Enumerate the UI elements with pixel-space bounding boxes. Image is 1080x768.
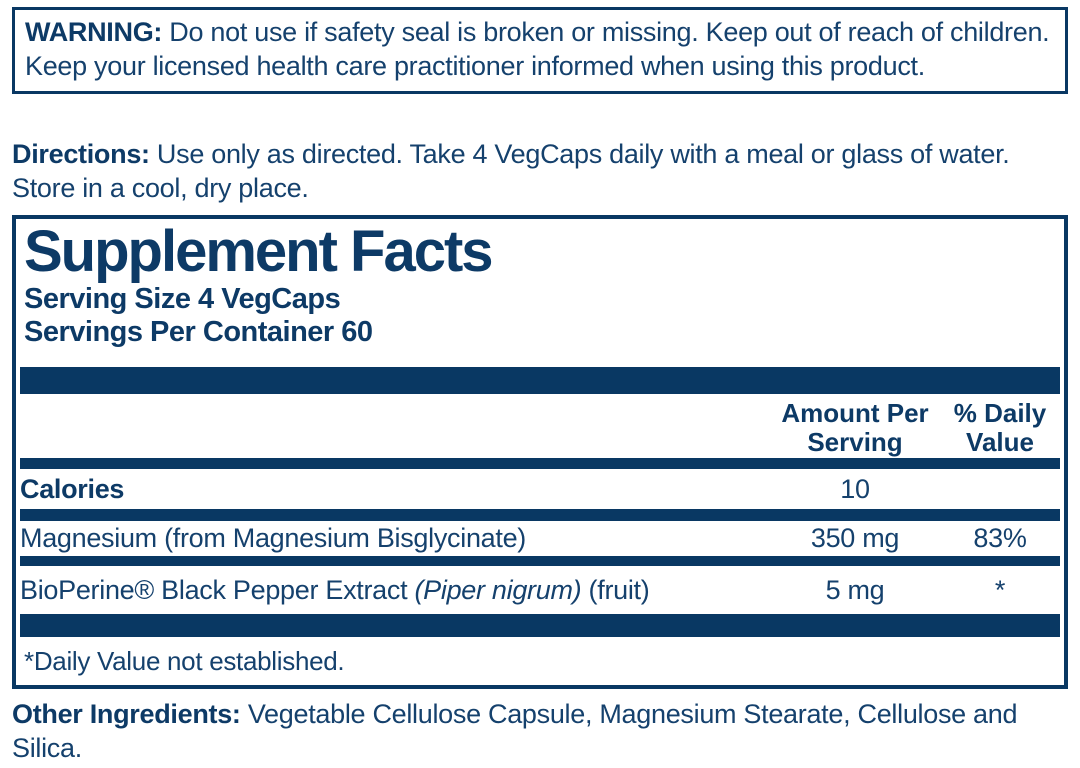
directions-text: Use only as directed. Take 4 VegCaps dai…: [12, 139, 1010, 203]
divider-bar-under-header: [20, 458, 1060, 469]
bioperine-name-pre: BioPerine® Black Pepper Extract: [20, 574, 415, 605]
table-row-bioperine: BioPerine® Black Pepper Extract (Piper n…: [16, 566, 1064, 614]
header-dv-line1: % Daily: [953, 398, 1047, 428]
divider-bar-top: [20, 367, 1060, 394]
divider-bar-bottom: [20, 614, 1060, 637]
bioperine-dv: *: [994, 574, 1006, 605]
table-header-row: Amount Per Serving % Daily Value: [16, 394, 1064, 458]
magnesium-name: Magnesium (from Magnesium Bisglycinate): [20, 523, 526, 553]
warning-text: Do not use if safety seal is broken or m…: [25, 17, 1050, 81]
bioperine-name-post: (fruit): [581, 574, 650, 605]
divider-bar-under-magnesium: [20, 556, 1060, 566]
other-ingredients-text: Vegetable Cellulose Capsule, Magnesium S…: [12, 699, 1018, 763]
other-ingredients-section: Other Ingredients: Vegetable Cellulose C…: [12, 697, 1070, 765]
supplement-facts-title: Supplement Facts: [24, 219, 494, 284]
header-daily-value: % Daily Value: [940, 399, 1060, 457]
directions-label: Directions:: [12, 139, 150, 169]
daily-value-footnote: *Daily Value not established.: [24, 646, 345, 676]
table-row-calories: Calories 10: [16, 469, 1064, 509]
other-ingredients-label: Other Ingredients:: [12, 699, 241, 729]
directions-section: Directions: Use only as directed. Take 4…: [12, 137, 1070, 205]
calories-amount: 10: [840, 473, 870, 504]
calories-name: Calories: [20, 473, 125, 504]
warning-label: WARNING:: [25, 17, 163, 47]
header-amount-per-serving: Amount Per Serving: [770, 399, 940, 457]
warning-box: WARNING: Do not use if safety seal is br…: [12, 7, 1068, 94]
header-amount-line1: Amount Per: [781, 398, 929, 428]
servings-per-container: Servings Per Container 60: [24, 316, 373, 348]
header-dv-line2: Value: [966, 427, 1034, 457]
bioperine-name: BioPerine® Black Pepper Extract (Piper n…: [20, 575, 770, 606]
divider-bar-under-calories: [20, 509, 1060, 521]
table-row-magnesium: Magnesium (from Magnesium Bisglycinate) …: [16, 521, 1064, 556]
bioperine-amount: 5 mg: [825, 574, 885, 605]
bioperine-name-latin: (Piper nigrum): [414, 574, 582, 605]
magnesium-amount: 350 mg: [810, 523, 900, 553]
header-amount-line2: Serving: [807, 427, 903, 457]
serving-size: Serving Size 4 VegCaps: [24, 283, 341, 315]
magnesium-dv: 83%: [973, 523, 1027, 553]
supplement-facts-panel: Supplement Facts Serving Size 4 VegCaps …: [12, 215, 1068, 689]
